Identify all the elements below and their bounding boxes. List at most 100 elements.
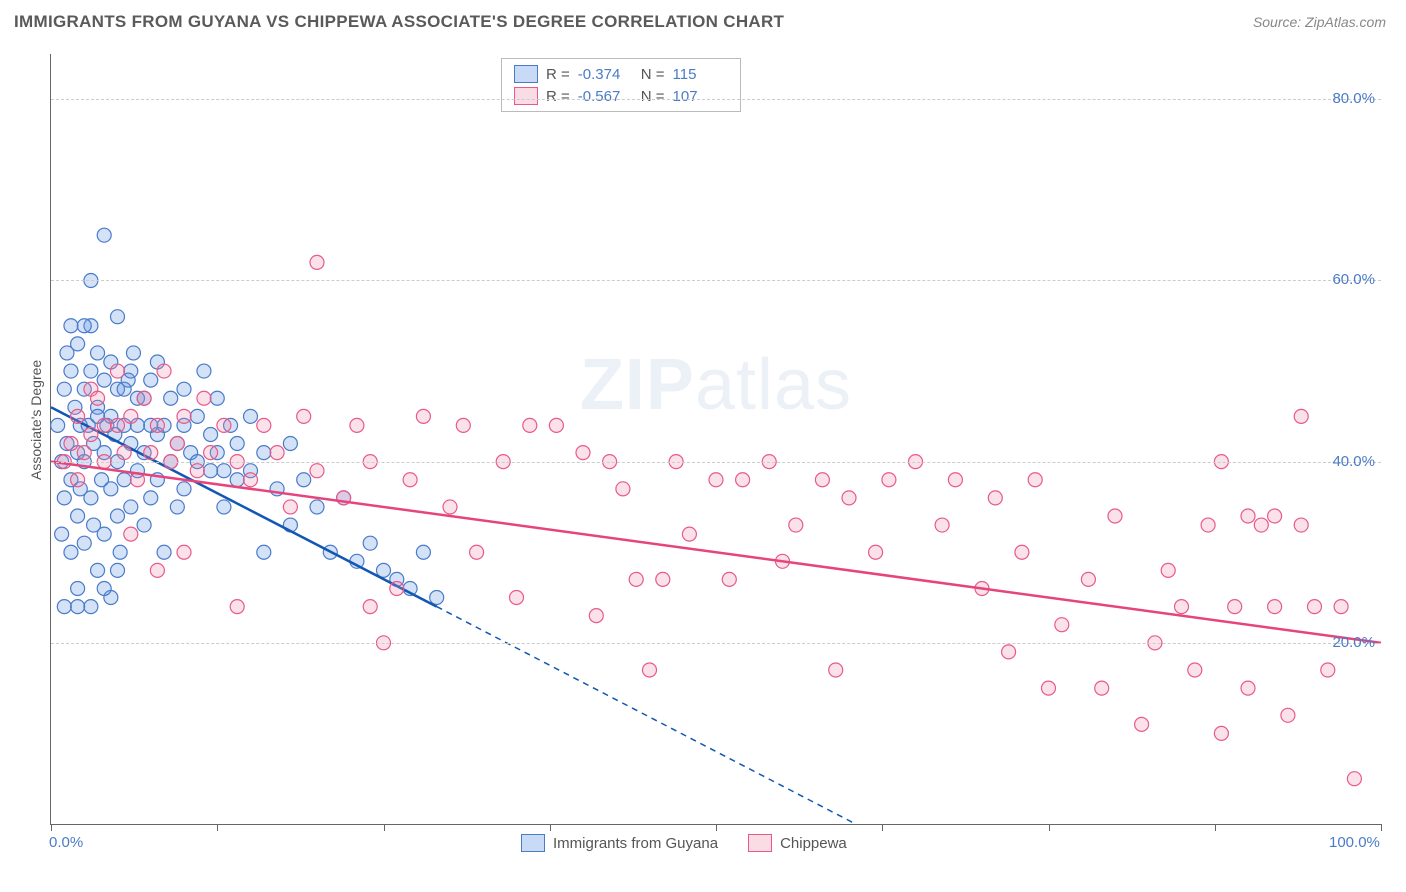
scatter-point	[722, 572, 736, 586]
scatter-point	[84, 600, 98, 614]
bottom-legend: Immigrants from Guyana Chippewa	[521, 834, 847, 852]
scatter-point	[197, 364, 211, 378]
scatter-point	[113, 545, 127, 559]
scatter-point	[117, 446, 131, 460]
scatter-point	[1268, 600, 1282, 614]
gridline	[51, 643, 1381, 644]
scatter-point	[177, 382, 191, 396]
scatter-point	[190, 464, 204, 478]
scatter-point	[51, 418, 65, 432]
scatter-point	[55, 527, 69, 541]
scatter-point	[77, 446, 91, 460]
scatter-point	[111, 310, 125, 324]
scatter-point	[144, 373, 158, 387]
scatter-point	[1254, 518, 1268, 532]
scatter-point	[244, 473, 258, 487]
scatter-point	[297, 473, 311, 487]
scatter-point	[177, 409, 191, 423]
scatter-point	[257, 446, 271, 460]
legend-swatch	[514, 65, 538, 83]
scatter-point	[1161, 563, 1175, 577]
scatter-point	[177, 482, 191, 496]
scatter-point	[111, 418, 125, 432]
scatter-point	[1055, 618, 1069, 632]
scatter-point	[736, 473, 750, 487]
scatter-point	[111, 563, 125, 577]
trend-line-extrapolated	[437, 607, 856, 824]
legend-label: Immigrants from Guyana	[553, 835, 718, 852]
scatter-point	[1321, 663, 1335, 677]
scatter-point	[71, 509, 85, 523]
scatter-point	[1201, 518, 1215, 532]
scatter-point	[144, 446, 158, 460]
scatter-point	[204, 446, 218, 460]
scatter-point	[97, 373, 111, 387]
chart-header: IMMIGRANTS FROM GUYANA VS CHIPPEWA ASSOC…	[0, 0, 1406, 40]
gridline	[51, 280, 1381, 281]
legend-label: Chippewa	[780, 835, 847, 852]
scatter-point	[510, 591, 524, 605]
legend-swatch	[748, 834, 772, 852]
scatter-point	[150, 418, 164, 432]
scatter-point	[71, 581, 85, 595]
chart-svg	[51, 54, 1381, 824]
legend-item: Immigrants from Guyana	[521, 834, 718, 852]
scatter-point	[656, 572, 670, 586]
scatter-point	[576, 446, 590, 460]
scatter-point	[416, 409, 430, 423]
scatter-point	[403, 473, 417, 487]
scatter-point	[190, 409, 204, 423]
scatter-point	[350, 418, 364, 432]
scatter-point	[616, 482, 630, 496]
scatter-point	[1081, 572, 1095, 586]
scatter-point	[230, 600, 244, 614]
scatter-point	[170, 500, 184, 514]
scatter-point	[64, 545, 78, 559]
scatter-point	[57, 491, 71, 505]
scatter-point	[164, 391, 178, 405]
scatter-point	[64, 437, 78, 451]
scatter-point	[1188, 663, 1202, 677]
scatter-point	[430, 591, 444, 605]
stats-row: R =-0.567N =107	[514, 85, 728, 107]
scatter-point	[77, 536, 91, 550]
scatter-point	[71, 473, 85, 487]
scatter-point	[1228, 600, 1242, 614]
scatter-point	[126, 346, 140, 360]
scatter-point	[97, 418, 111, 432]
n-value: 115	[673, 66, 728, 83]
scatter-point	[230, 437, 244, 451]
scatter-point	[91, 391, 105, 405]
y-axis-label: Associate's Degree	[28, 360, 44, 480]
r-value: -0.567	[578, 88, 633, 105]
scatter-point	[283, 500, 297, 514]
x-tick	[1381, 824, 1382, 831]
n-value: 107	[673, 88, 728, 105]
scatter-point	[1175, 600, 1189, 614]
x-tick	[217, 824, 218, 831]
scatter-point	[935, 518, 949, 532]
stats-row: R =-0.374N =115	[514, 63, 728, 85]
scatter-point	[443, 500, 457, 514]
x-tick	[51, 824, 52, 831]
x-tick-label: 100.0%	[1329, 834, 1380, 851]
scatter-point	[204, 464, 218, 478]
scatter-point	[709, 473, 723, 487]
scatter-point	[310, 500, 324, 514]
scatter-point	[829, 663, 843, 677]
plot-area: ZIPatlas R =-0.374N =115R =-0.567N =107 …	[50, 54, 1381, 825]
x-tick	[1049, 824, 1050, 831]
n-label: N =	[641, 66, 665, 83]
chart-source: Source: ZipAtlas.com	[1253, 14, 1386, 30]
scatter-point	[117, 382, 131, 396]
scatter-point	[988, 491, 1002, 505]
scatter-point	[629, 572, 643, 586]
stats-legend-box: R =-0.374N =115R =-0.567N =107	[501, 58, 741, 112]
scatter-point	[1095, 681, 1109, 695]
scatter-point	[643, 663, 657, 677]
scatter-point	[257, 418, 271, 432]
scatter-point	[1002, 645, 1016, 659]
scatter-point	[1135, 717, 1149, 731]
scatter-point	[470, 545, 484, 559]
scatter-point	[111, 509, 125, 523]
